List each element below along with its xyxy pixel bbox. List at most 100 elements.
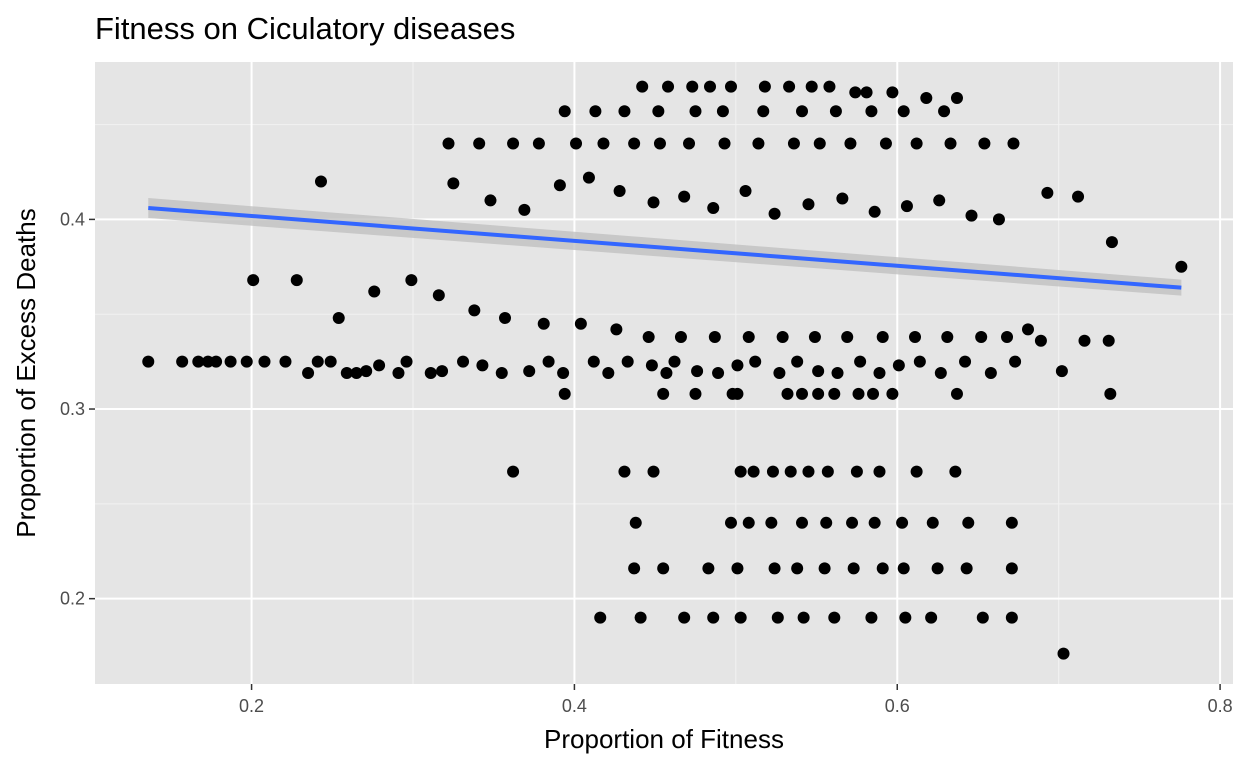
data-point	[558, 387, 571, 400]
data-point	[899, 611, 912, 624]
data-point	[442, 137, 455, 150]
chart-title: Fitness on Ciculatory diseases	[95, 11, 515, 46]
data-point	[818, 562, 831, 575]
data-point	[965, 209, 978, 222]
data-point	[773, 367, 786, 379]
data-point	[868, 516, 881, 529]
data-point	[629, 516, 642, 529]
data-point	[879, 137, 892, 150]
data-point	[224, 355, 237, 368]
data-point	[766, 465, 779, 478]
data-point	[645, 359, 658, 372]
data-point	[821, 465, 834, 478]
data-point	[142, 355, 155, 368]
data-point	[992, 213, 1005, 226]
data-point	[802, 198, 815, 211]
data-point	[892, 359, 905, 372]
data-point	[634, 611, 647, 624]
data-point	[742, 330, 755, 343]
data-point	[279, 355, 292, 368]
data-point	[507, 465, 520, 478]
data-point	[765, 516, 778, 529]
data-point	[802, 465, 815, 478]
data-point	[984, 367, 997, 379]
data-point	[783, 80, 796, 93]
data-point	[900, 200, 913, 213]
data-point	[938, 105, 951, 118]
data-point	[797, 611, 810, 624]
data-point	[587, 355, 600, 368]
data-point	[925, 611, 938, 624]
data-point	[686, 80, 699, 93]
data-point	[712, 367, 725, 379]
data-point	[865, 611, 878, 624]
data-point	[628, 562, 641, 575]
data-point	[897, 562, 910, 575]
data-point	[400, 355, 413, 368]
data-point	[647, 465, 660, 478]
data-point	[768, 207, 781, 220]
data-point	[876, 562, 889, 575]
data-point	[532, 137, 545, 150]
data-point	[836, 192, 849, 205]
data-point	[473, 137, 486, 150]
data-point	[553, 179, 566, 192]
data-point	[594, 611, 607, 624]
data-point	[771, 611, 784, 624]
data-point	[926, 516, 939, 529]
data-point	[610, 323, 623, 336]
data-point	[350, 367, 363, 379]
data-point	[734, 465, 747, 478]
data-point	[1034, 334, 1047, 347]
data-point	[731, 562, 744, 575]
data-point	[978, 137, 991, 150]
y-tick-label: 0.3	[60, 399, 85, 419]
data-point	[652, 105, 665, 118]
data-point	[368, 285, 381, 298]
data-point	[724, 516, 737, 529]
data-point	[613, 184, 626, 197]
data-point	[689, 105, 702, 118]
data-point	[876, 330, 889, 343]
data-point	[960, 562, 973, 575]
data-point	[1072, 190, 1085, 203]
data-point	[499, 312, 512, 325]
data-point	[1102, 334, 1115, 347]
data-point	[757, 105, 770, 118]
data-point	[813, 137, 826, 150]
data-point	[704, 80, 717, 93]
data-point	[796, 516, 809, 529]
scatter-points	[142, 80, 1188, 660]
data-point	[537, 317, 550, 330]
y-tick-label: 0.4	[60, 209, 85, 229]
data-point	[752, 137, 765, 150]
data-point	[311, 355, 324, 368]
data-point	[962, 516, 975, 529]
data-point	[1001, 330, 1014, 343]
data-point	[1021, 323, 1034, 336]
trend-line-group	[148, 198, 1182, 296]
data-point	[1057, 647, 1070, 660]
data-point	[360, 365, 373, 378]
data-point	[570, 137, 583, 150]
data-point	[784, 465, 797, 478]
data-point	[949, 465, 962, 478]
data-point	[805, 80, 818, 93]
data-point	[860, 86, 873, 99]
data-point	[950, 92, 963, 105]
data-point	[340, 367, 353, 379]
major-gridlines	[95, 62, 1233, 684]
data-point	[457, 355, 470, 368]
data-point	[747, 465, 760, 478]
data-point	[768, 562, 781, 575]
x-tick-label: 0.6	[885, 696, 910, 716]
data-point	[829, 105, 842, 118]
data-point	[290, 274, 303, 287]
data-point	[647, 196, 660, 209]
data-point	[702, 562, 715, 575]
data-point	[828, 387, 841, 400]
data-point	[975, 330, 988, 343]
data-point	[542, 355, 555, 368]
data-point	[812, 365, 825, 378]
data-point	[865, 105, 878, 118]
